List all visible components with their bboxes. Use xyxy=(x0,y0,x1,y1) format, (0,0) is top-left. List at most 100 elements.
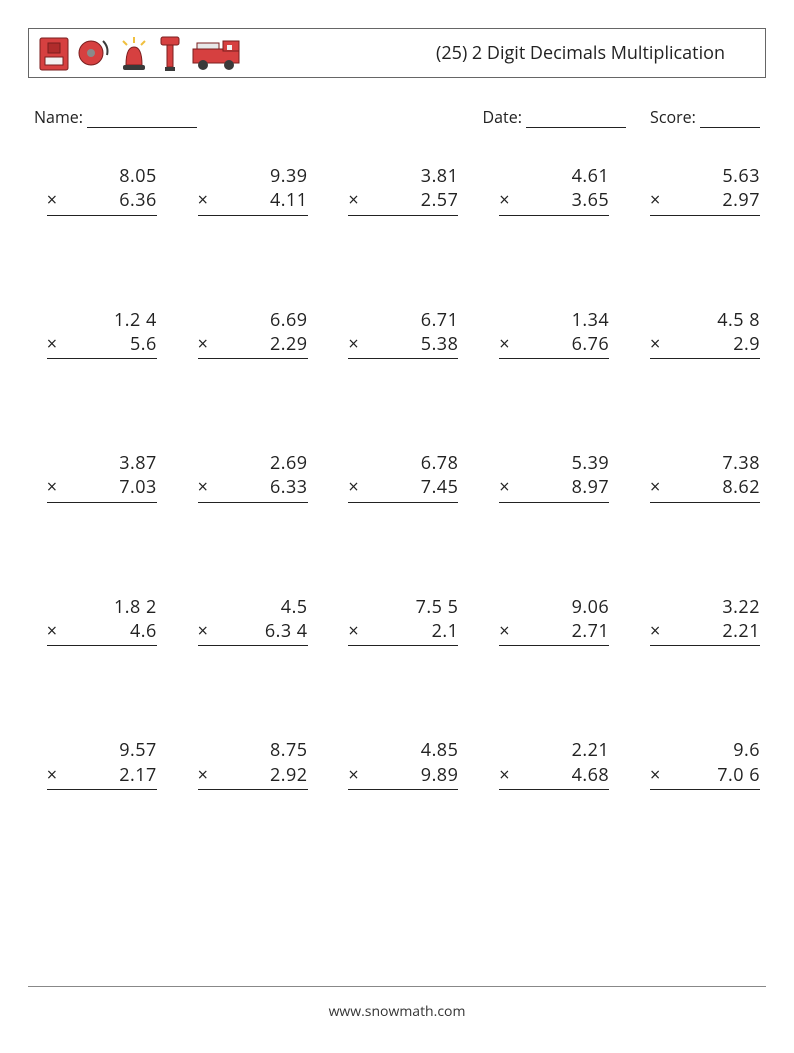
operator: × xyxy=(348,763,366,787)
fire-truck-icon xyxy=(191,35,243,73)
op-blank xyxy=(499,164,517,188)
operator: × xyxy=(198,763,216,787)
op-blank xyxy=(198,738,216,762)
operator: × xyxy=(499,619,517,643)
multiplier: 7.03 xyxy=(65,475,157,499)
multiplicand: 9.6 xyxy=(668,738,760,762)
multiplier-row: ×2.9 xyxy=(650,332,760,356)
name-blank[interactable] xyxy=(87,109,197,128)
problem: 1.8 2×4.6 xyxy=(47,595,157,647)
multiplicand-row: 4.85 xyxy=(348,738,458,762)
operator: × xyxy=(499,332,517,356)
multiplicand: 1.34 xyxy=(517,308,609,332)
problems-grid: 8.05×6.369.39×4.113.81×2.574.61×3.655.63… xyxy=(28,164,766,790)
multiplicand: 2.21 xyxy=(517,738,609,762)
multiplicand-row: 3.81 xyxy=(348,164,458,188)
multiplicand: 2.69 xyxy=(216,451,308,475)
problem: 1.34×6.76 xyxy=(499,308,609,360)
multiplicand-row: 7.5 5 xyxy=(348,595,458,619)
op-blank xyxy=(198,308,216,332)
multiplicand: 4.5 xyxy=(216,595,308,619)
fire-hydrant-icon xyxy=(157,35,185,73)
multiplicand-row: 1.2 4 xyxy=(47,308,157,332)
score-label: Score: xyxy=(650,106,696,128)
header-icons xyxy=(37,29,243,77)
problem-rule xyxy=(47,502,157,503)
op-blank xyxy=(47,164,65,188)
multiplicand-row: 8.75 xyxy=(198,738,308,762)
op-blank xyxy=(198,164,216,188)
problem-rule xyxy=(650,789,760,790)
operator: × xyxy=(198,475,216,499)
problem: 9.39×4.11 xyxy=(198,164,308,216)
multiplier-row: ×5.6 xyxy=(47,332,157,356)
multiplicand: 5.39 xyxy=(517,451,609,475)
multiplicand: 4.85 xyxy=(366,738,458,762)
multiplicand-row: 9.6 xyxy=(650,738,760,762)
operator: × xyxy=(348,332,366,356)
problem-rule xyxy=(499,645,609,646)
problem-rule xyxy=(499,215,609,216)
problem-rule xyxy=(198,358,308,359)
multiplicand: 9.57 xyxy=(65,738,157,762)
multiplier: 2.71 xyxy=(517,619,609,643)
problem-rule xyxy=(198,645,308,646)
multiplier: 2.29 xyxy=(216,332,308,356)
multiplicand-row: 1.34 xyxy=(499,308,609,332)
op-blank xyxy=(47,451,65,475)
multiplier-row: ×9.89 xyxy=(348,763,458,787)
multiplier: 5.6 xyxy=(65,332,157,356)
operator: × xyxy=(650,188,668,212)
problem: 6.71×5.38 xyxy=(348,308,458,360)
multiplicand-row: 1.8 2 xyxy=(47,595,157,619)
op-blank xyxy=(499,308,517,332)
op-blank xyxy=(348,451,366,475)
operator: × xyxy=(499,763,517,787)
multiplicand-row: 7.38 xyxy=(650,451,760,475)
multiplier-row: ×4.68 xyxy=(499,763,609,787)
multiplier-row: ×6.76 xyxy=(499,332,609,356)
header-box: (25) 2 Digit Decimals Multiplication xyxy=(28,28,766,78)
multiplicand: 7.5 5 xyxy=(366,595,458,619)
problem: 9.6×7.0 6 xyxy=(650,738,760,790)
date-blank[interactable] xyxy=(526,109,626,128)
multiplier: 4.11 xyxy=(216,188,308,212)
op-blank xyxy=(348,595,366,619)
multiplier: 5.38 xyxy=(366,332,458,356)
footer-rule xyxy=(28,986,766,987)
multiplicand-row: 6.71 xyxy=(348,308,458,332)
multiplicand: 5.63 xyxy=(668,164,760,188)
problem-rule xyxy=(650,502,760,503)
score-blank[interactable] xyxy=(700,109,760,128)
problem-rule xyxy=(499,789,609,790)
fire-alarm-box-icon xyxy=(37,35,71,73)
problem: 1.2 4×5.6 xyxy=(47,308,157,360)
multiplier-row: ×2.29 xyxy=(198,332,308,356)
op-blank xyxy=(198,451,216,475)
op-blank xyxy=(499,451,517,475)
problem: 6.78×7.45 xyxy=(348,451,458,503)
name-label: Name: xyxy=(34,106,83,128)
multiplier: 4.6 xyxy=(65,619,157,643)
op-blank xyxy=(198,595,216,619)
operator: × xyxy=(348,619,366,643)
multiplier-row: ×8.62 xyxy=(650,475,760,499)
multiplier: 6.36 xyxy=(65,188,157,212)
problem-rule xyxy=(348,502,458,503)
op-blank xyxy=(348,308,366,332)
multiplicand-row: 3.87 xyxy=(47,451,157,475)
multiplicand: 6.78 xyxy=(366,451,458,475)
info-row: Name: Date: Score: xyxy=(28,106,766,128)
problem: 3.87×7.03 xyxy=(47,451,157,503)
worksheet-title: (25) 2 Digit Decimals Multiplication xyxy=(436,41,725,65)
op-blank xyxy=(47,595,65,619)
multiplicand: 4.5 8 xyxy=(668,308,760,332)
multiplicand: 6.69 xyxy=(216,308,308,332)
problem: 9.06×2.71 xyxy=(499,595,609,647)
multiplicand-row: 6.78 xyxy=(348,451,458,475)
multiplier-row: ×6.33 xyxy=(198,475,308,499)
multiplier-row: ×3.65 xyxy=(499,188,609,212)
multiplicand-row: 9.39 xyxy=(198,164,308,188)
problem: 7.5 5×2.1 xyxy=(348,595,458,647)
multiplier: 6.76 xyxy=(517,332,609,356)
